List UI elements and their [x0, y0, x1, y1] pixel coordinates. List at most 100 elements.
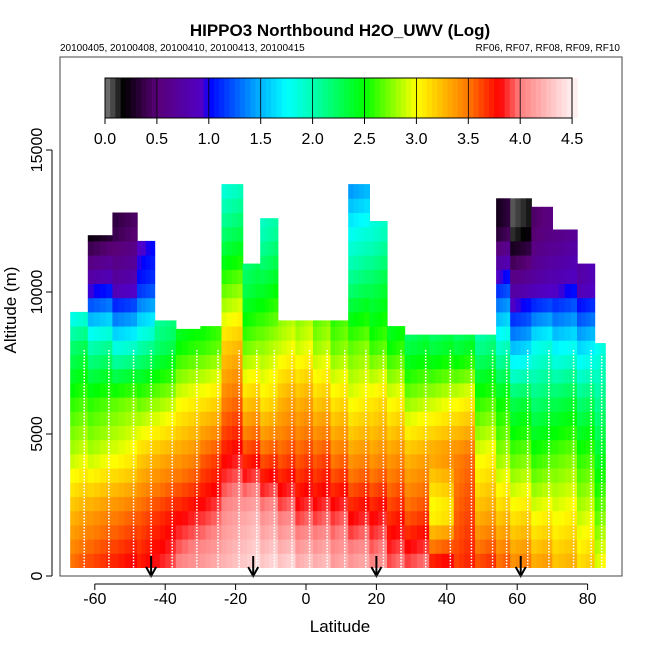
heatmap-cell [242, 340, 248, 355]
heatmap-cell [496, 539, 501, 554]
heatmap-cell [348, 326, 355, 341]
heatmap-cell [264, 496, 270, 512]
colorbar-swatch [546, 78, 552, 118]
heatmap-cell [464, 453, 471, 469]
heatmap-cell [83, 411, 89, 426]
heatmap-cell [232, 411, 238, 426]
heatmap-cell [602, 496, 606, 512]
heatmap-cell [295, 524, 301, 540]
heatmap-cell [348, 411, 355, 426]
heatmap-cell [364, 354, 370, 370]
heatmap-cell [485, 340, 492, 355]
heatmap-cell [536, 311, 543, 327]
heatmap-cell [150, 283, 156, 299]
heatmap-cell [552, 382, 560, 398]
heatmap-cell [373, 524, 379, 540]
heatmap-cell [145, 326, 151, 341]
heatmap-cell [247, 468, 252, 483]
heatmap-cell [93, 240, 101, 256]
heatmap-cell [577, 524, 582, 540]
x-tick-label: 20 [368, 591, 386, 608]
heatmap-cell [269, 382, 274, 398]
heatmap-cell [74, 468, 80, 483]
heatmap-cell [87, 453, 95, 469]
heatmap-cell [520, 496, 527, 512]
colorbar-swatch [489, 78, 495, 118]
heatmap-cell [369, 539, 375, 554]
heatmap-cell [226, 482, 233, 497]
heatmap-cell [100, 255, 107, 270]
heatmap-cell [308, 553, 314, 568]
heatmap-cell [112, 411, 120, 426]
heatmap-cell [526, 255, 532, 270]
colorbar-swatch [110, 78, 116, 118]
heatmap-cell [141, 397, 147, 412]
heatmap-cell [391, 397, 397, 412]
heatmap-cell [299, 411, 305, 426]
heatmap-cell [536, 326, 543, 341]
colorbar-swatch [411, 78, 417, 118]
heatmap-cell [536, 510, 543, 526]
heatmap-cell [594, 453, 598, 469]
heatmap-cell [181, 510, 189, 526]
heatmap-cell [358, 496, 365, 512]
colorbar-swatch [333, 78, 340, 118]
heatmap-cell [480, 524, 487, 540]
colorbar-swatch [478, 78, 485, 118]
colorbar-swatch [442, 78, 449, 118]
heatmap-cell [373, 226, 379, 242]
heatmap-cell [74, 510, 80, 526]
heatmap-cell [378, 496, 384, 512]
heatmap-cell [74, 397, 80, 412]
heatmap-cell [369, 553, 375, 568]
heatmap-cell [358, 524, 365, 540]
heatmap-cell [353, 198, 360, 213]
heatmap-cell [221, 453, 228, 469]
heatmap-cell [226, 297, 233, 313]
colorbar-swatch [120, 78, 127, 118]
heatmap-cell [395, 453, 401, 469]
heatmap-cell [216, 411, 223, 426]
heatmap-cell [335, 468, 340, 483]
heatmap-cell [353, 425, 360, 441]
heatmap-cell [194, 354, 201, 370]
colorbar-swatch [395, 78, 402, 118]
heatmap-cell [585, 539, 591, 554]
heatmap-cell [100, 453, 107, 469]
heatmap-cell [510, 553, 517, 568]
heatmap-cell [369, 439, 375, 455]
heatmap-cell [506, 411, 511, 426]
heatmap-cell [558, 468, 566, 483]
heatmap-cell [577, 354, 582, 370]
heatmap-cell [221, 553, 228, 568]
heatmap-cell [348, 539, 355, 554]
heatmap-cell [260, 368, 266, 384]
heatmap-cell [273, 468, 279, 483]
heatmap-cell [221, 269, 228, 284]
heatmap-cell [112, 297, 120, 313]
heatmap-cell [79, 482, 84, 497]
heatmap-cell [404, 453, 412, 469]
heatmap-cell [353, 311, 360, 327]
heatmap-cell [469, 368, 476, 384]
heatmap-cell [200, 439, 207, 455]
heatmap-cell [547, 453, 553, 469]
heatmap-cell [373, 297, 379, 313]
heatmap-cell [391, 553, 397, 568]
heatmap-cell [100, 468, 107, 483]
heatmap-cell [181, 482, 189, 497]
heatmap-cell [564, 411, 572, 426]
colorbar-swatch [125, 78, 132, 118]
heatmap-cell [447, 510, 455, 526]
heatmap-cell [585, 311, 591, 327]
heatmap-cell [387, 340, 392, 355]
heatmap-cell [205, 439, 212, 455]
heatmap-cell [304, 397, 310, 412]
heatmap-cell [435, 453, 443, 469]
heatmap-cell [343, 425, 349, 441]
heatmap-cell [264, 482, 270, 497]
heatmap-cell [541, 283, 548, 299]
heatmap-cell [547, 524, 553, 540]
heatmap-cell [255, 354, 261, 370]
heatmap-cell [295, 453, 301, 469]
